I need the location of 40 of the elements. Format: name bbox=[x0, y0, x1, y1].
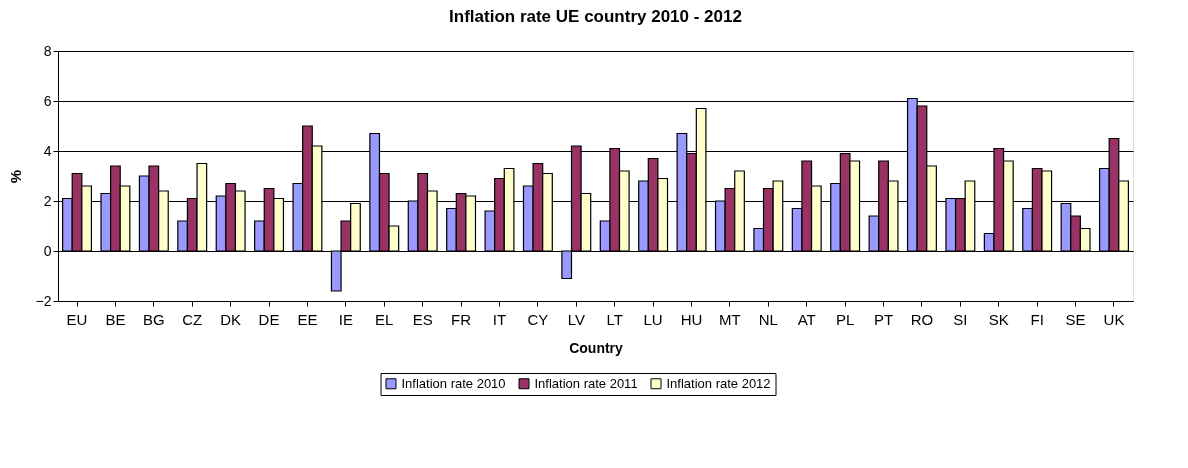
y-tick-label: 0 bbox=[43, 242, 52, 259]
legend-label: Inflation rate 2010 bbox=[401, 375, 506, 391]
legend-label: Inflation rate 2011 bbox=[534, 375, 638, 391]
x-axis-title: Country bbox=[569, 339, 624, 356]
x-tick-label: FR bbox=[451, 310, 472, 328]
x-tick-label: DK bbox=[220, 310, 242, 328]
x-tick-label: PL bbox=[835, 310, 855, 328]
x-tick-label: EE bbox=[297, 310, 318, 328]
y-tick-label: 2 bbox=[43, 192, 52, 209]
x-tick-label: BE bbox=[105, 310, 126, 328]
x-tick-label: MT bbox=[719, 310, 741, 328]
x-tick-label: SI bbox=[953, 310, 968, 328]
y-tick-label: 6 bbox=[43, 92, 52, 109]
x-tick-label: PT bbox=[873, 310, 894, 328]
x-tick-label: LT bbox=[606, 310, 623, 328]
x-tick-label: LV bbox=[567, 310, 585, 328]
x-tick-label: CY bbox=[527, 310, 549, 328]
x-tick-label: IT bbox=[492, 310, 507, 328]
x-tick-label: LU bbox=[643, 310, 663, 328]
x-tick-label: CZ bbox=[182, 310, 203, 328]
x-tick-label: EU bbox=[66, 310, 88, 328]
y-tick-label: −2 bbox=[35, 292, 52, 309]
y-tick-label: 8 bbox=[43, 42, 52, 59]
x-tick-label: AT bbox=[797, 310, 816, 328]
x-tick-label: SK bbox=[988, 310, 1009, 328]
chart-title: Inflation rate UE country 2010 - 2012 bbox=[449, 7, 742, 26]
x-tick-label: RO bbox=[910, 310, 934, 328]
legend-label: Inflation rate 2012 bbox=[666, 375, 771, 391]
x-tick-label: SE bbox=[1065, 310, 1086, 328]
x-tick-label: EL bbox=[375, 310, 394, 328]
y-axis-title: % bbox=[6, 169, 24, 184]
x-tick-label: ES bbox=[412, 310, 433, 328]
x-tick-label: UK bbox=[1103, 310, 1125, 328]
x-tick-label: FI bbox=[1030, 310, 1044, 328]
x-tick-label: HU bbox=[680, 310, 703, 328]
x-tick-label: NL bbox=[758, 310, 778, 328]
y-tick-label: 4 bbox=[43, 142, 52, 159]
x-tick-label: DE bbox=[258, 310, 280, 328]
x-tick-label: IE bbox=[338, 310, 353, 328]
x-tick-label: BG bbox=[142, 310, 165, 328]
